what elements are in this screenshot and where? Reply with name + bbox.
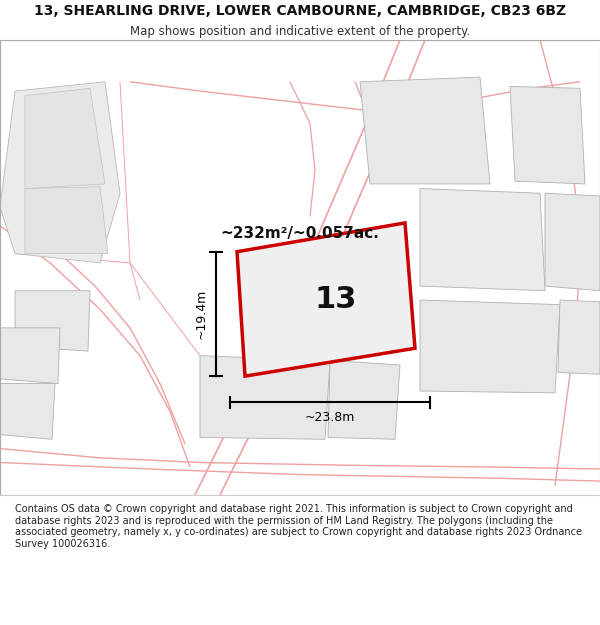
Text: ~23.8m: ~23.8m	[305, 411, 355, 424]
Polygon shape	[360, 77, 490, 184]
Text: ~19.4m: ~19.4m	[195, 289, 208, 339]
Polygon shape	[25, 187, 108, 254]
Polygon shape	[0, 384, 55, 439]
Polygon shape	[328, 361, 400, 439]
Polygon shape	[0, 82, 120, 263]
Polygon shape	[15, 291, 90, 351]
Text: 13: 13	[314, 285, 356, 314]
Polygon shape	[237, 223, 415, 376]
Text: Map shows position and indicative extent of the property.: Map shows position and indicative extent…	[130, 25, 470, 38]
Polygon shape	[510, 86, 585, 184]
Polygon shape	[420, 300, 560, 393]
Text: ~232m²/~0.057ac.: ~232m²/~0.057ac.	[221, 226, 379, 241]
Text: Contains OS data © Crown copyright and database right 2021. This information is : Contains OS data © Crown copyright and d…	[15, 504, 582, 549]
Polygon shape	[558, 300, 600, 374]
Polygon shape	[420, 189, 545, 291]
Text: 13, SHEARLING DRIVE, LOWER CAMBOURNE, CAMBRIDGE, CB23 6BZ: 13, SHEARLING DRIVE, LOWER CAMBOURNE, CA…	[34, 4, 566, 18]
Polygon shape	[0, 328, 60, 384]
Text: Shearling Dve: Shearling Dve	[281, 254, 325, 323]
Polygon shape	[25, 88, 105, 189]
Polygon shape	[200, 356, 330, 439]
Polygon shape	[545, 193, 600, 291]
